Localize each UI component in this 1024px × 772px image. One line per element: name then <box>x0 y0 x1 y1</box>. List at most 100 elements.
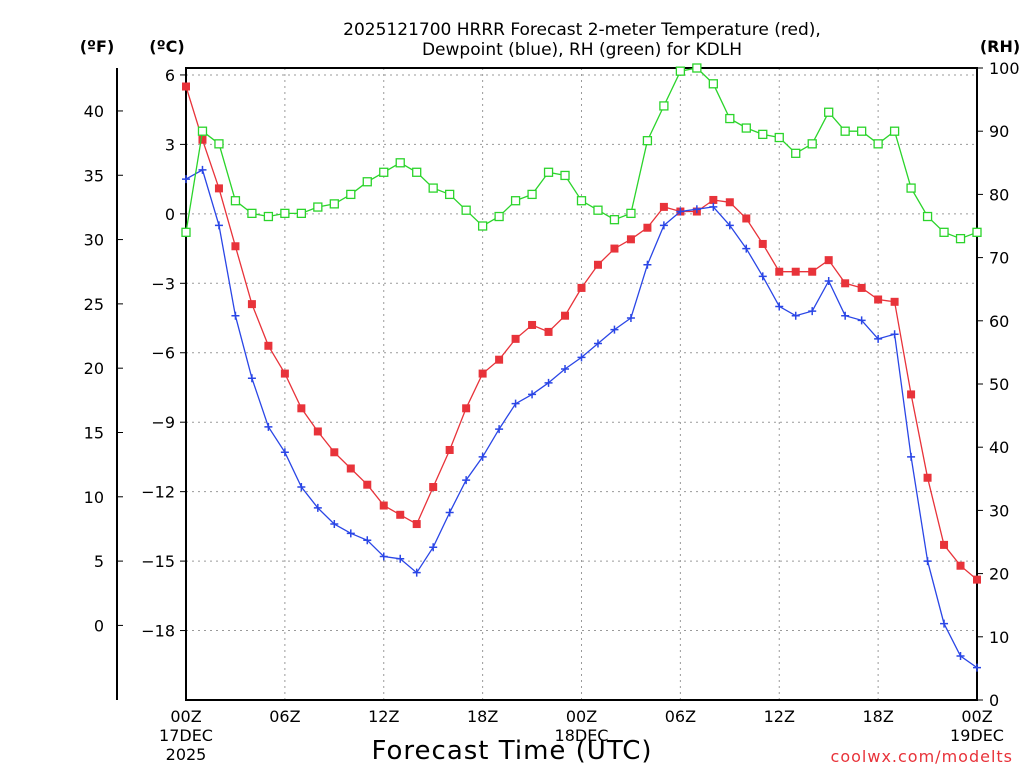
rh-point <box>477 221 488 231</box>
2-meter-temperature-point <box>824 256 833 265</box>
x-tick-label: 00Z <box>170 707 201 726</box>
dewpoint-point <box>297 483 306 492</box>
2-meter-temperature-point <box>808 267 817 276</box>
celsius-tick-label: −3 <box>151 274 175 293</box>
2-meter-temperature-point <box>742 214 751 223</box>
celsius-tick-label: −9 <box>151 413 175 432</box>
2-meter-temperature-point <box>396 510 405 519</box>
2-meter-temperature-point <box>280 369 289 378</box>
rh-point <box>675 66 686 76</box>
rh-point <box>791 148 801 158</box>
dewpoint-point <box>313 503 322 512</box>
rh-point <box>741 123 751 133</box>
2-meter-temperature-point <box>445 445 454 454</box>
celsius-tick-label: −18 <box>141 622 175 641</box>
chart-title-line2: Dewpoint (blue), RH (green) for KDLH <box>422 40 742 60</box>
2-meter-temperature-point <box>264 341 273 350</box>
dewpoint-point <box>824 276 833 285</box>
dewpoint-point <box>280 448 289 457</box>
dewpoint-point <box>264 422 273 431</box>
x-tick-label: 12Z <box>764 707 795 726</box>
rh-point <box>593 205 603 215</box>
2-meter-temperature-point <box>363 480 372 489</box>
x-tick-date: 19DEC <box>950 726 1004 745</box>
dewpoint-point <box>676 207 685 216</box>
dewpoint-point <box>445 508 454 517</box>
2-meter-temperature-point <box>890 297 899 306</box>
rh-point <box>906 183 916 193</box>
x-tick-label: 18Z <box>862 707 893 726</box>
rh-point <box>214 139 224 149</box>
rh-point <box>510 196 521 206</box>
celsius-tick-label: 0 <box>165 205 175 224</box>
rh-point <box>708 79 718 89</box>
dewpoint-line <box>185 168 978 669</box>
dewpoint-point <box>528 390 537 399</box>
2-meter-temperature-point <box>725 198 734 207</box>
dewpoint-point <box>363 536 372 545</box>
rh-point <box>395 158 405 168</box>
2-meter-temperature-point <box>511 334 520 343</box>
dewpoint-point <box>973 663 981 672</box>
2-meter-temperature-point <box>297 404 306 413</box>
rh-point <box>247 208 257 219</box>
fahrenheit-tick-label: 35 <box>84 166 104 185</box>
rh-tick-label: 50 <box>989 375 1009 394</box>
x-tick-date: 17DEC <box>159 726 213 745</box>
rh-point <box>725 113 735 124</box>
plot-frame <box>185 67 978 701</box>
rh-point <box>280 208 290 219</box>
rh-point <box>412 167 422 177</box>
2-meter-temperature-point <box>231 242 240 251</box>
rh-point <box>856 126 867 136</box>
dewpoint-point <box>692 205 701 214</box>
rh-tick-label: 40 <box>989 438 1009 457</box>
celsius-tick-label: 3 <box>165 135 175 154</box>
dewpoint-point <box>758 272 767 281</box>
2-meter-temperature-point <box>561 311 570 320</box>
fahrenheit-tick-label: 15 <box>84 423 104 442</box>
rh-point <box>346 189 356 200</box>
celsius-unit-label: (ºC) <box>149 37 184 56</box>
rh-point <box>461 205 471 215</box>
dewpoint-point <box>495 425 504 434</box>
fahrenheit-tick-label: 10 <box>84 488 104 507</box>
rh-tick-label: 10 <box>989 628 1009 647</box>
rh-point <box>181 227 191 237</box>
2-meter-temperature-point <box>775 267 784 276</box>
rh-point <box>758 129 768 140</box>
x-tick-year: 2025 <box>166 745 207 764</box>
2-meter-temperature-point <box>182 82 190 91</box>
x-tick-label: 06Z <box>665 707 696 726</box>
fahrenheit-tick-label: 30 <box>84 231 104 250</box>
dewpoint-point <box>231 311 240 320</box>
rh-tick-label: 30 <box>989 501 1009 520</box>
2-meter-temperature-point <box>874 295 883 304</box>
dewpoint-point <box>544 378 553 387</box>
rh-point <box>922 211 933 222</box>
rh-point <box>955 233 966 244</box>
dewpoint-point <box>214 221 223 230</box>
rh-point <box>494 211 504 222</box>
2-meter-temperature-point <box>956 561 965 570</box>
rh-point <box>543 167 554 177</box>
2-meter-temperature-point <box>907 390 916 399</box>
dewpoint-point <box>429 543 438 552</box>
dewpoint-point <box>511 399 520 408</box>
rh-tick-label: 20 <box>989 565 1009 584</box>
dewpoint-point <box>775 302 784 311</box>
dewpoint-point <box>890 330 899 339</box>
rh-point <box>824 107 834 117</box>
rh-point <box>609 215 620 225</box>
dewpoint-point <box>198 165 207 174</box>
fahrenheit-tick-label: 5 <box>94 552 104 571</box>
x-tick-label: 12Z <box>368 707 399 726</box>
celsius-tick-label: 6 <box>165 66 175 85</box>
rh-point <box>889 126 900 136</box>
2-meter-temperature-point <box>626 235 635 244</box>
rh-tick-label: 80 <box>989 185 1009 204</box>
dewpoint-point <box>478 452 487 461</box>
x-tick-date: 18DEC <box>555 726 609 745</box>
dewpoint-point <box>561 364 570 373</box>
